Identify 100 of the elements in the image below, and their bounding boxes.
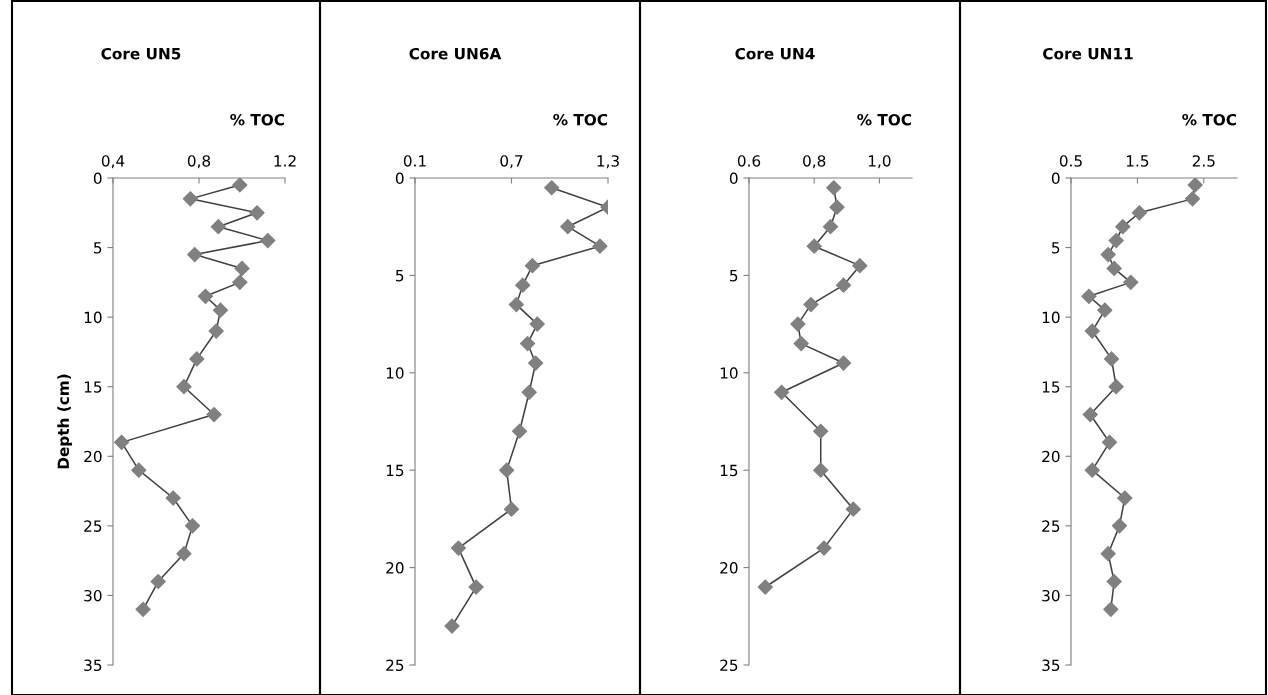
point	[515, 277, 531, 293]
x-tick-label: 0.6	[737, 155, 761, 167]
y-tick-label: 35	[84, 659, 102, 672]
x-tick-label: 0,4	[101, 155, 125, 169]
point	[829, 199, 845, 215]
point	[1082, 406, 1098, 423]
y-tick-label: 10	[720, 367, 738, 379]
point	[1100, 546, 1116, 562]
point	[592, 238, 608, 254]
y-tick-label: 5	[396, 270, 404, 282]
point	[1100, 246, 1116, 263]
point	[503, 501, 520, 517]
x-axis-title: % TOC	[553, 113, 608, 126]
point	[803, 297, 819, 313]
point	[1103, 601, 1119, 617]
y-tick-label: 0	[1051, 172, 1060, 185]
point	[468, 579, 484, 595]
point	[234, 260, 250, 277]
point	[249, 205, 265, 221]
point	[182, 191, 198, 207]
y-tick-label: 25	[386, 659, 404, 672]
y-tick-label: 25	[1042, 520, 1060, 532]
y-tick-label: 20	[386, 562, 404, 574]
y-tick-label: 25	[84, 520, 102, 532]
y-tick-label: 0	[729, 172, 738, 185]
y-tick-label: 20	[84, 450, 102, 463]
y-tick-label: 30	[1042, 589, 1060, 602]
point	[822, 219, 839, 235]
x-tick-label: 0,8	[803, 155, 826, 169]
point	[1097, 302, 1113, 318]
point	[528, 355, 544, 371]
point	[835, 355, 852, 371]
point	[1131, 205, 1147, 221]
point	[1108, 233, 1124, 249]
chart-title: Core UN4	[735, 47, 815, 60]
point	[529, 316, 545, 332]
point	[845, 501, 861, 517]
point	[806, 238, 822, 254]
x-tick-label: 0.5	[1059, 155, 1082, 167]
point	[1084, 323, 1100, 339]
x-axis-title: % TOC	[1182, 113, 1237, 126]
point	[813, 423, 829, 439]
point	[1103, 351, 1120, 367]
point	[131, 462, 147, 478]
point	[508, 297, 524, 313]
point	[1081, 288, 1097, 304]
point	[232, 274, 248, 290]
y-tick-label: 5	[1052, 242, 1060, 254]
y-tick-label: 0	[93, 172, 102, 185]
x-axis-title: % TOC	[230, 113, 285, 126]
y-tick-label: 20	[720, 562, 738, 574]
point	[816, 540, 832, 556]
y-tick-label: 15	[84, 381, 102, 393]
point	[150, 573, 166, 590]
point	[560, 219, 576, 235]
point	[757, 579, 773, 595]
x-tick-label: 1.5	[1126, 155, 1149, 167]
point	[511, 423, 528, 439]
point	[184, 518, 201, 534]
x-tick-label: 1.2	[274, 155, 296, 167]
point	[232, 178, 248, 193]
y-tick-label: 15	[1042, 381, 1060, 393]
point	[499, 462, 515, 478]
point	[1111, 518, 1128, 534]
point	[793, 336, 809, 352]
chart-title: Core UN6A	[409, 47, 502, 60]
x-axis-title: % TOC	[857, 113, 912, 126]
y-axis-title: Depth (cm)	[57, 374, 73, 469]
y-tick-label: 15	[720, 464, 738, 477]
point	[210, 219, 226, 235]
y-tick-label: 15	[386, 464, 404, 477]
point	[1101, 434, 1118, 450]
x-tick-label: 0.1	[403, 155, 426, 167]
point	[1187, 178, 1203, 193]
x-tick-label: 0,7	[500, 155, 523, 169]
point	[114, 434, 130, 450]
y-tick-label: 35	[1042, 659, 1060, 672]
chart-title: Core UN11	[1043, 47, 1133, 60]
point	[165, 490, 181, 506]
point	[813, 462, 829, 478]
point	[450, 540, 466, 556]
point	[826, 180, 842, 196]
point	[189, 351, 205, 367]
chart-title: Core UN5	[101, 47, 181, 60]
point	[1084, 462, 1100, 478]
y-tick-label: 5	[94, 242, 102, 254]
point	[212, 302, 229, 318]
point	[790, 316, 806, 332]
point	[1106, 573, 1122, 590]
x-tick-label: 2.5	[1192, 155, 1215, 167]
point	[1108, 379, 1124, 395]
x-tick-label: 0,8	[187, 155, 211, 169]
point	[260, 233, 276, 249]
point	[206, 406, 222, 423]
point	[197, 288, 214, 304]
point	[1117, 490, 1133, 506]
point	[208, 323, 224, 339]
point	[1106, 260, 1122, 277]
point	[444, 618, 460, 634]
point	[176, 379, 192, 395]
